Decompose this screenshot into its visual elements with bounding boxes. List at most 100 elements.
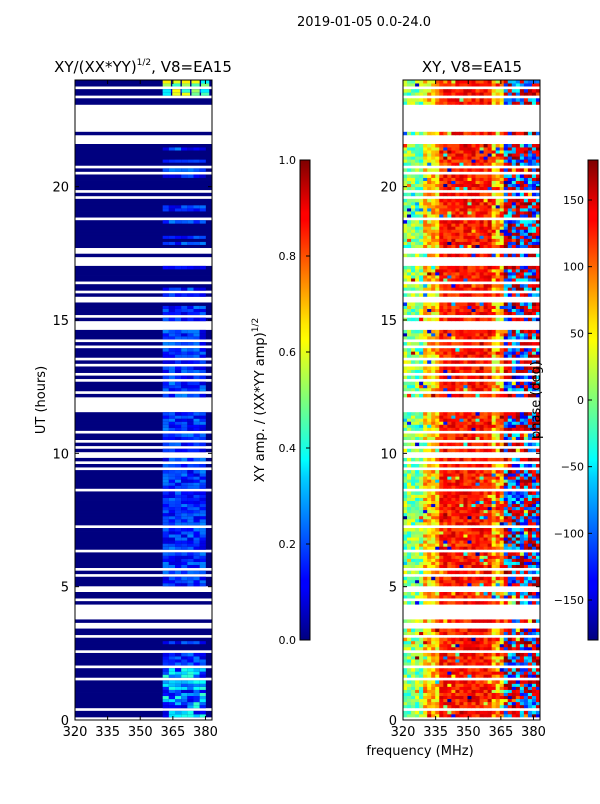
heatmap-cell <box>500 647 504 650</box>
heatmap-cell <box>492 266 496 269</box>
heatmap-cell <box>419 531 423 534</box>
heatmap-cell <box>200 693 206 696</box>
heatmap-cell <box>181 382 187 385</box>
heatmap-cell <box>484 235 488 238</box>
heatmap-cell <box>463 659 467 662</box>
heatmap-cell <box>447 382 451 385</box>
heatmap-cell <box>520 449 524 452</box>
heatmap-cell <box>516 491 520 494</box>
heatmap-cell <box>472 653 476 656</box>
heatmap-cell <box>415 181 419 184</box>
heatmap-cell <box>187 555 193 558</box>
heatmap-cell <box>443 537 447 540</box>
heatmap-cell <box>194 558 200 561</box>
heatmap-cell <box>439 686 443 689</box>
heatmap-cell <box>439 385 443 388</box>
heatmap-cell <box>467 360 471 363</box>
heatmap-cell <box>163 470 169 473</box>
heatmap-cell <box>411 394 415 397</box>
heatmap-cell <box>455 522 459 525</box>
heatmap-cell <box>472 293 476 296</box>
heatmap-cell <box>415 238 419 241</box>
heatmap-cell <box>431 342 435 345</box>
heatmap-cell <box>194 714 200 717</box>
heatmap-cell <box>187 385 193 388</box>
heatmap-cell <box>427 235 431 238</box>
heatmap-cell <box>427 690 431 693</box>
heatmap-cell <box>528 278 532 281</box>
heatmap-cell <box>504 656 508 659</box>
heatmap-cell <box>528 690 532 693</box>
heatmap-cell <box>476 470 480 473</box>
heatmap-cell <box>443 464 447 467</box>
heatmap-cell <box>472 424 476 427</box>
heatmap-cell <box>508 601 512 604</box>
heatmap-cell <box>476 571 480 574</box>
heatmap-cell <box>415 366 419 369</box>
heatmap-cell <box>476 376 480 379</box>
heatmap-cell <box>435 415 439 418</box>
heatmap-cell <box>516 232 520 235</box>
heatmap-cell <box>411 629 415 632</box>
heatmap-cell <box>463 644 467 647</box>
heatmap-cell <box>427 449 431 452</box>
heatmap-cell <box>187 394 193 397</box>
heatmap-cell <box>512 245 516 248</box>
heatmap-cell <box>435 464 439 467</box>
heatmap-cell <box>520 202 524 205</box>
heatmap-cell <box>187 510 193 513</box>
heatmap-cell <box>532 562 536 565</box>
heatmap-cell <box>451 214 455 217</box>
heatmap-cell <box>439 205 443 208</box>
heatmap-cell <box>447 306 451 309</box>
heatmap-cell <box>419 318 423 321</box>
heatmap-cell <box>496 668 500 671</box>
heatmap-cell <box>169 385 175 388</box>
heatmap-cell <box>427 330 431 333</box>
heatmap-cell <box>520 516 524 519</box>
heatmap-cell <box>415 245 419 248</box>
heatmap-cell <box>411 638 415 641</box>
heatmap-cell <box>492 680 496 683</box>
heatmap-cell <box>175 680 181 683</box>
heatmap-cell <box>443 619 447 622</box>
heatmap-cell <box>423 370 427 373</box>
heatmap-cell <box>484 619 488 622</box>
heatmap-cell <box>200 696 206 699</box>
heatmap-cell <box>463 683 467 686</box>
heatmap-cell <box>407 543 411 546</box>
heatmap-cell <box>508 552 512 555</box>
heatmap-cell <box>528 275 532 278</box>
heatmap-cell <box>463 491 467 494</box>
heatmap-cell <box>200 702 206 705</box>
heatmap-cell <box>443 229 447 232</box>
heatmap-cell <box>194 485 200 488</box>
heatmap-cell <box>459 702 463 705</box>
heatmap-cell <box>181 388 187 391</box>
heatmap-cell <box>528 528 532 531</box>
heatmap-cell <box>187 686 193 689</box>
heatmap-cell <box>455 309 459 312</box>
heatmap-cell <box>492 287 496 290</box>
heatmap-cell <box>415 690 419 693</box>
heatmap-cell <box>411 388 415 391</box>
heatmap-cell <box>163 583 169 586</box>
heatmap-cell <box>423 504 427 507</box>
heatmap-cell <box>435 275 439 278</box>
heatmap-cell <box>455 385 459 388</box>
heatmap-cell <box>435 531 439 534</box>
heatmap-cell <box>480 412 484 415</box>
heatmap-cell <box>187 458 193 461</box>
heatmap-cell <box>480 449 484 452</box>
heatmap-cell <box>447 318 451 321</box>
heatmap-cell <box>427 278 431 281</box>
heatmap-cell <box>415 220 419 223</box>
heatmap-cell <box>423 641 427 644</box>
heatmap-cell <box>508 498 512 501</box>
heatmap-cell <box>512 705 516 708</box>
heatmap-cell <box>415 348 419 351</box>
heatmap-cell <box>431 580 435 583</box>
heatmap-cell <box>181 662 187 665</box>
heatmap-cell <box>532 330 536 333</box>
heatmap-cell <box>191 80 199 83</box>
